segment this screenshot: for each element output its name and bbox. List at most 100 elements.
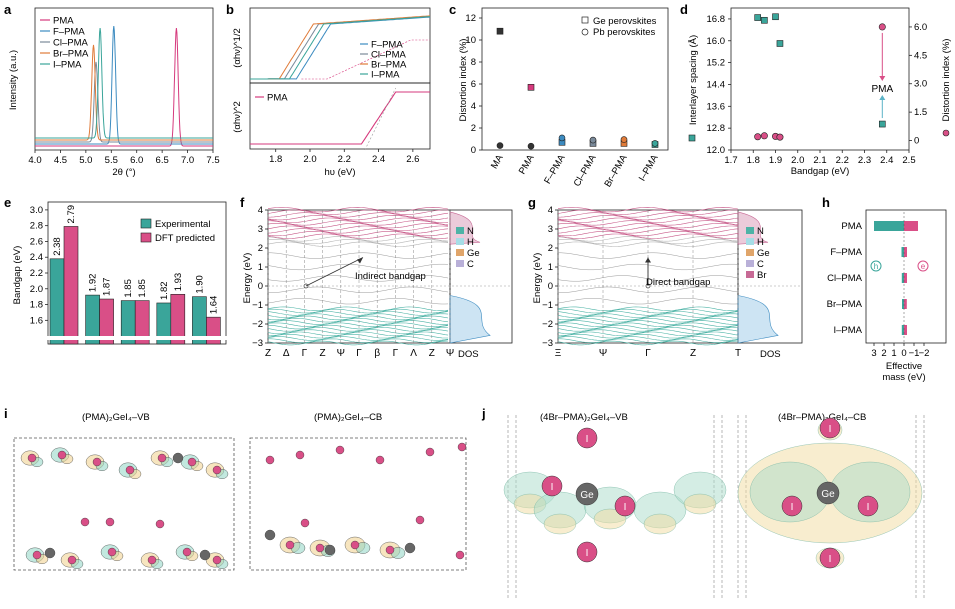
kpoint-label: Γ — [393, 348, 399, 359]
vb-band-11 — [267, 331, 449, 337]
legend-label-top-1: Cl–PMA — [371, 50, 407, 61]
xrd-line-br-pma — [35, 44, 213, 141]
xtick-label: 5.0 — [79, 155, 92, 166]
vb-band-0 — [267, 306, 449, 312]
iodine-atom — [92, 457, 102, 467]
xtick-label: −1 — [909, 348, 920, 359]
ytick-label: 6 — [471, 79, 476, 90]
bar-dft-predicted-2 — [134, 300, 150, 345]
ytick-label: 2.6 — [30, 236, 43, 247]
legend-label-f-pma: F–PMA — [53, 27, 85, 38]
bar-dft-predicted-0 — [63, 226, 79, 345]
tauc-top-line-2 — [250, 15, 431, 80]
j-iodine-right-b-label: I — [867, 502, 870, 513]
vb-band-7 — [267, 322, 449, 328]
j-iodine-right-a — [781, 495, 803, 517]
ytick-right-label: 1.5 — [914, 107, 927, 118]
xtick-label: 2.0 — [303, 154, 316, 165]
kpoint-label: Λ — [410, 348, 417, 359]
xtick-label: 3 — [871, 348, 876, 359]
ytick-label: −3 — [252, 338, 263, 349]
ytick-left-label: 12.0 — [707, 145, 726, 156]
panel-c-ticks: 0 2 4 6 8 10 12 MA PMA F–PMA Cl–PMA Br–PMA I–PMA — [465, 13, 661, 189]
pb-point-0 — [496, 142, 504, 149]
distortion-point-3 — [776, 133, 784, 141]
ytick-label: 3 — [258, 224, 263, 235]
spacing-point-1 — [761, 16, 768, 24]
xtick-label: 2.2 — [836, 155, 849, 166]
h-bar-0 — [874, 221, 904, 231]
vb-lobe — [683, 493, 717, 515]
panel-c: c 0 2 4 6 8 10 12 MA PMA F–PMA Cl–PMA Br–PMA I–PMA G… — [449, 2, 669, 189]
ytick-label: 8 — [471, 57, 476, 68]
germanium-atom — [44, 547, 56, 559]
iodine-atom — [157, 453, 167, 463]
ytick-label: −3 — [542, 338, 553, 349]
iodine-atom — [455, 550, 465, 560]
category-label: Br–PMA — [827, 299, 863, 310]
pb-point-1 — [527, 142, 535, 150]
panel-j-title-left: (4Br–PMA)₂GeI₄–VB — [540, 412, 628, 423]
iodine-atom — [457, 442, 467, 452]
legend-exp-swatch — [140, 218, 152, 229]
xtick-label: 2.4 — [372, 154, 385, 165]
pma-annotation: PMA — [871, 84, 893, 95]
kpoint-label: Z — [265, 348, 271, 359]
ytick-right-label: 3.0 — [914, 79, 927, 90]
legend-swatch-ge — [456, 249, 464, 256]
cb-band-6 — [267, 225, 449, 231]
h-bar-3 — [902, 299, 904, 309]
panel-a-xlabel: 2θ (°) — [112, 167, 135, 178]
legend-label-top-2: Br–PMA — [371, 60, 407, 71]
cb-band-13 — [267, 206, 449, 213]
bar-label: 1.82 — [159, 281, 170, 300]
spacing-point-2 — [772, 13, 779, 21]
iodine-atom — [415, 515, 425, 525]
xtick-label: 1 — [891, 348, 896, 359]
spacing-point-4 — [878, 120, 886, 128]
xtick-label: 2.6 — [406, 154, 419, 165]
xtick-label: 2.1 — [813, 155, 826, 166]
panel-g-bands — [557, 206, 802, 346]
vb-band-3 — [267, 313, 449, 318]
ytick-label: 4 — [548, 205, 553, 216]
cb-band-11 — [267, 212, 449, 218]
legend-label-pma: PMA — [53, 16, 74, 27]
ytick-label: 1.6 — [30, 315, 43, 326]
iodine-atom — [385, 545, 395, 555]
legend-swatch-c — [746, 260, 754, 267]
legend-label-top-0: F–PMA — [371, 40, 403, 51]
panel-g-ylabel: Energy (eV) — [532, 253, 543, 304]
panel-b-ylabel-bottom: (αhν)^2 — [232, 101, 243, 133]
vb-band-13 — [557, 336, 739, 341]
bar-label: 1.90 — [194, 275, 205, 294]
germanium-atom — [199, 549, 211, 561]
iodine-atom — [182, 547, 192, 557]
legend-label-c: C — [757, 259, 764, 270]
ytick-left-label: 16.0 — [707, 36, 726, 47]
legend-dft-swatch — [140, 232, 152, 243]
panel-d-letter: d — [680, 2, 688, 17]
bar-label: 2.79 — [66, 205, 77, 224]
xrd-line-f-pma — [35, 25, 213, 145]
ytick-right-label: 4.5 — [914, 50, 927, 61]
bar-dft-predicted-3 — [170, 293, 186, 345]
panel-b-bottom-frame — [249, 82, 431, 150]
cb-band-10 — [267, 214, 449, 221]
panel-j: j (4Br–PMA)₂GeI₄–VB (4Br–PMA)₂GeI₄–CB II… — [481, 406, 925, 600]
iodine-atom — [57, 450, 67, 460]
panel-j-letter: j — [481, 406, 486, 421]
legend-label-n: N — [467, 226, 474, 237]
panel-c-ylabel: Distortion index (%) — [458, 39, 469, 122]
j-iodine-left-a — [541, 475, 563, 497]
kpoint-label: Ψ — [337, 348, 345, 359]
xrd-line-cl-pma — [35, 61, 213, 143]
legend-label-c: C — [467, 259, 474, 270]
spacing-point-0 — [754, 14, 762, 21]
iodine-atom — [265, 455, 275, 465]
e-marker-label: e — [921, 262, 926, 271]
